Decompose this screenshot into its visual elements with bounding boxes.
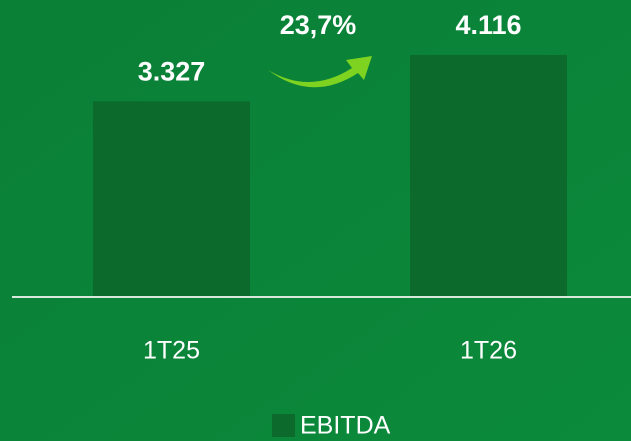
plot: 3.327 1T25 4.116 1T26 <box>93 10 567 365</box>
legend-swatch <box>272 414 295 437</box>
value-label: 3.327 <box>138 56 206 86</box>
bar <box>93 101 250 297</box>
value-label: 4.116 <box>455 10 521 40</box>
x-tick-label: 1T25 <box>143 337 200 365</box>
bar <box>410 54 567 297</box>
legend-label: EBITDA <box>300 412 391 440</box>
growth-arrow <box>268 56 372 88</box>
growth-annotation: 23,7% <box>280 10 357 40</box>
x-tick-label: 1T26 <box>460 337 517 365</box>
